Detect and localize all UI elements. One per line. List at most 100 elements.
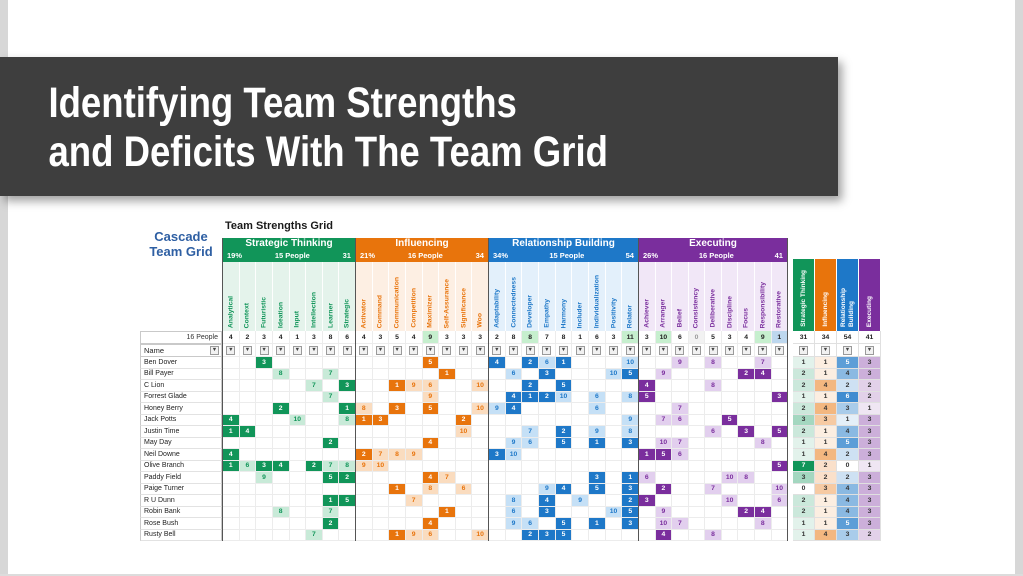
filter-dropdown-icon[interactable]: ▼ [475,345,485,355]
strength-cell [738,403,755,415]
filter-dropdown-icon[interactable]: ▼ [459,345,469,355]
strength-cell [688,529,706,541]
filter-dropdown-icon[interactable]: ▼ [259,345,269,355]
strength-column-label-cell: Discipline [721,262,739,331]
strength-cell: 2 [655,483,673,495]
strength-cell [455,460,473,472]
filter-dropdown-icon[interactable]: ▼ [708,345,718,355]
strength-cell: 8 [754,437,772,449]
strength-cell: 5 [555,380,573,392]
strength-column-label: Discipline [726,295,734,328]
strength-cell [306,483,323,495]
strength-cell: 1 [389,380,406,392]
strength-cell: 4 [655,529,673,541]
strength-cell: 7 [655,414,673,426]
filter-dropdown-icon[interactable]: ▼ [542,345,552,355]
summary-count-cell: 1 [837,414,859,426]
filter-dropdown-icon[interactable]: ▼ [741,345,751,355]
strength-cell [572,437,590,449]
strength-cell: 5 [622,368,639,380]
filter-dropdown-icon[interactable]: ▼ [359,345,369,355]
filter-cell: ▼ [422,344,440,357]
strength-cell [339,357,355,369]
filter-dropdown-icon[interactable]: ▼ [625,345,635,355]
filters-st: ▼ ▼ ▼ ▼ ▼ ▼ ▼ ▼ [222,344,355,357]
filter-dropdown-icon[interactable]: ▼ [575,345,585,355]
filter-dropdown-icon[interactable]: ▼ [276,345,286,355]
strength-cell [539,403,556,415]
filter-dropdown-icon[interactable]: ▼ [725,345,735,355]
strength-cell [289,368,307,380]
strength-cell [771,518,788,530]
strength-cell: 6 [522,437,540,449]
strength-cell: 9 [572,495,590,507]
strength-cell [721,391,739,403]
filter-dropdown-icon[interactable]: ▼ [609,345,619,355]
filter-dropdown-icon[interactable]: ▼ [342,345,352,355]
filter-dropdown-icon[interactable]: ▼ [442,345,452,355]
filter-dropdown-icon[interactable]: ▼ [425,345,435,355]
filter-cell: ▼ [223,344,240,357]
filter-dropdown-icon[interactable]: ▼ [525,345,535,355]
filter-dropdown-icon[interactable]: ▼ [691,345,701,355]
filter-cell: ▼ [505,344,523,357]
filter-dropdown-icon[interactable]: ▼ [758,345,768,355]
filter-dropdown-icon[interactable]: ▼ [821,345,830,355]
filter-cell: ▼ [622,344,639,357]
summary-count-cell: 3 [837,529,859,541]
strength-cell [223,368,240,380]
filter-dropdown-icon[interactable]: ▼ [375,345,385,355]
strength-cell [472,484,488,495]
row-in: 5 [355,357,488,369]
filter-cell: ▼ [815,344,837,357]
strength-cell [422,368,440,380]
filter-dropdown-icon[interactable]: ▼ [843,345,852,355]
filter-dropdown-icon[interactable]: ▼ [242,345,252,355]
strength-cell: 4 [223,449,240,461]
filter-dropdown-icon[interactable]: ▼ [658,345,668,355]
strength-cell [589,529,606,541]
filter-dropdown-icon[interactable]: ▼ [492,345,502,355]
strength-cell: 10 [721,472,739,484]
strength-column-label: Maximizer [426,295,434,328]
filter-dropdown-icon[interactable]: ▼ [675,345,685,355]
filter-dropdown-icon[interactable]: ▼ [292,345,302,355]
strength-cell [539,460,556,472]
filter-dropdown-icon[interactable]: ▼ [799,345,808,355]
strength-cell [239,357,257,369]
filter-dropdown-icon[interactable]: ▼ [326,345,336,355]
strength-cell: 9 [539,483,556,495]
row-rb: 8 4 9 2 [488,495,639,507]
filter-dropdown-icon[interactable]: ▼ [774,345,784,355]
strength-column-label-cell: Activator [356,262,373,331]
strength-cell [754,460,772,472]
filter-dropdown-icon[interactable]: ▼ [409,345,419,355]
filter-dropdown-icon[interactable]: ▼ [226,345,236,355]
filter-dropdown-icon[interactable]: ▼ [865,345,874,355]
strength-cell: 5 [339,495,355,507]
strength-count: 1 [572,331,590,344]
strength-cell: 9 [356,460,373,472]
summary-count-cell: 6 [837,391,859,403]
summary-count-cell: 2 [793,403,815,415]
table-row: C Lion 7 3 1 9 6 10 2 5 4 8 2 4 2 2 [140,380,881,392]
strength-cell: 3 [372,414,390,426]
strength-cell [771,530,788,541]
filter-dropdown-icon[interactable]: ▼ [559,345,569,355]
summary-count-cell: 1 [793,449,815,461]
filter-dropdown-icon[interactable]: ▼ [392,345,402,355]
summary-count-cell: 2 [837,472,859,484]
name-filter-dropdown-icon[interactable]: ▼ [210,346,219,355]
filter-dropdown-icon[interactable]: ▼ [592,345,602,355]
summary-total: 54 [837,331,859,344]
strength-cell: 4 [422,437,440,449]
strength-count: 9 [754,331,772,344]
row-st: 4 [222,449,355,461]
filter-dropdown-icon[interactable]: ▼ [642,345,652,355]
filter-dropdown-icon[interactable]: ▼ [509,345,518,355]
strength-cell [688,495,706,507]
filter-dropdown-icon[interactable]: ▼ [309,345,319,355]
strength-cell [239,483,257,495]
